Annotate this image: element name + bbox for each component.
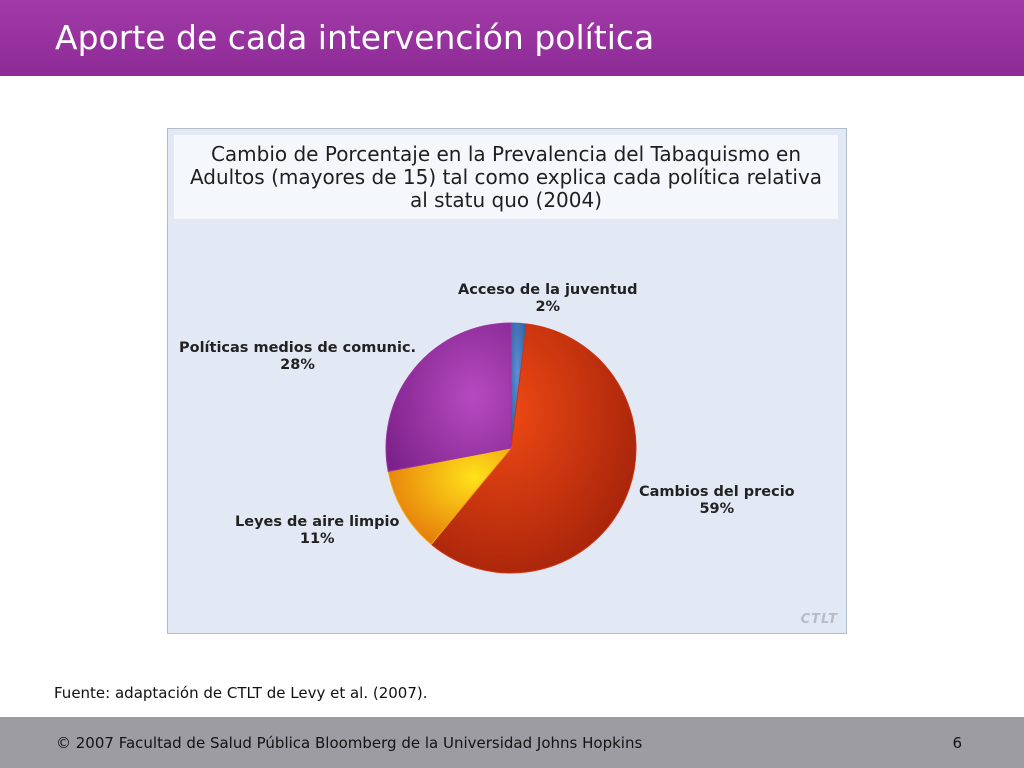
slide-header: Aporte de cada intervención política [0,0,1024,76]
chart-title-line-1: Cambio de Porcentaje en la Prevalencia d… [210,142,802,166]
slide-title: Aporte de cada intervención política [55,18,655,57]
slice-label-precio: Cambios del precio 59% [639,484,795,518]
copyright-text: © 2007 Facultad de Salud Pública Bloombe… [56,734,643,752]
slice-label-medios-value: 28% [280,357,315,373]
slice-precio [430,323,637,574]
slice-aire [387,447,513,546]
slice-label-aire-name: Leyes de aire limpio [235,514,400,530]
slice-label-acceso-name: Acceso de la juventud [458,282,638,298]
source-note: Fuente: adaptación de CTLT de Levy et al… [54,684,428,702]
slice-label-acceso: Acceso de la juventud 2% [458,282,638,316]
slice-label-medios: Políticas medios de comunic. 28% [179,340,416,374]
pie-chart [385,322,637,574]
chart-frame: Cambio de Porcentaje en la Prevalencia d… [167,128,847,634]
chart-title-line-2: Adultos (mayores de 15) tal como explica… [189,165,823,189]
slice-label-medios-name: Políticas medios de comunic. [179,340,417,356]
ctlt-watermark: CTLT [800,612,838,627]
slice-label-aire-value: 11% [299,531,335,547]
chart-title-line-3: al statu quo (2004) [409,188,603,212]
slice-medios [385,322,512,473]
slide-footer: © 2007 Facultad de Salud Pública Bloombe… [0,717,1024,768]
chart-title-box: Cambio de Porcentaje en la Prevalencia d… [174,135,838,219]
slice-label-precio-name: Cambios del precio [639,484,795,500]
page-number: 6 [952,734,962,752]
slice-label-aire: Leyes de aire limpio 11% [235,514,399,548]
slice-label-precio-value: 59% [699,501,735,517]
chart-title: Cambio de Porcentaje en la Prevalencia d… [174,143,838,212]
slice-label-acceso-value: 2% [535,299,561,315]
